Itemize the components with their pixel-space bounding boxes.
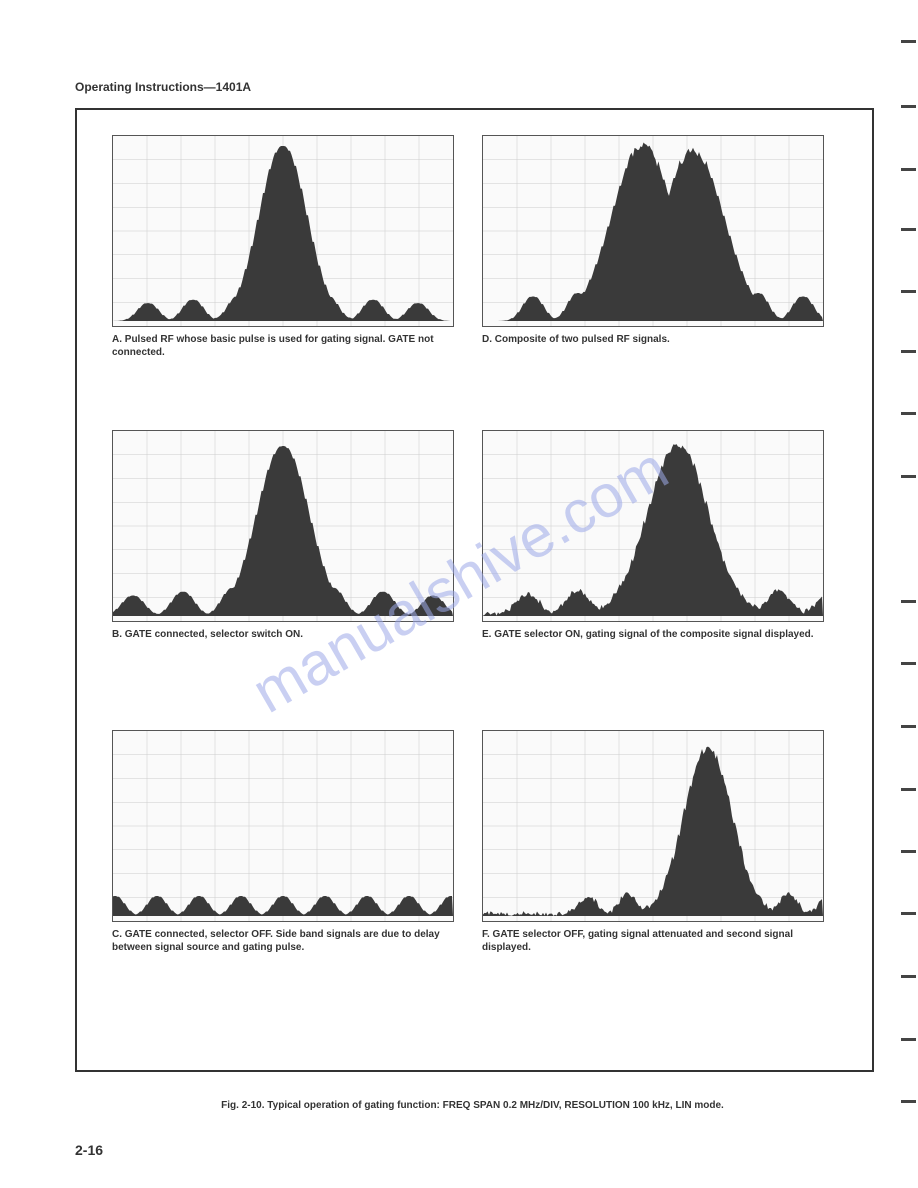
caption-f: F. GATE selector OFF, gating signal atte… [482,928,822,954]
signal-b [113,431,453,621]
caption-a: A. Pulsed RF whose basic pulse is used f… [112,333,452,359]
signal-e [483,431,823,621]
chart-d: D. Composite of two pulsed RF signals. [482,135,822,346]
scope-display-e [482,430,824,622]
figure-container: A. Pulsed RF whose basic pulse is used f… [75,108,874,1072]
signal-f [483,731,823,921]
chart-b: B. GATE connected, selector switch ON. [112,430,452,641]
caption-b: B. GATE connected, selector switch ON. [112,628,452,641]
caption-c: C. GATE connected, selector OFF. Side ba… [112,928,452,954]
scope-display-f [482,730,824,922]
chart-f: F. GATE selector OFF, gating signal atte… [482,730,822,954]
chart-e: E. GATE selector ON, gating signal of th… [482,430,822,641]
chart-a: A. Pulsed RF whose basic pulse is used f… [112,135,452,359]
figure-caption: Fig. 2-10. Typical operation of gating f… [75,1100,870,1111]
signal-a [113,136,453,326]
signal-d [483,136,823,326]
page-number: 2-16 [75,1142,103,1158]
caption-e: E. GATE selector ON, gating signal of th… [482,628,822,641]
scope-display-c [112,730,454,922]
caption-d: D. Composite of two pulsed RF signals. [482,333,822,346]
binding-marks [898,0,918,1188]
signal-c [113,731,453,921]
scope-display-d [482,135,824,327]
scope-display-b [112,430,454,622]
scope-display-a [112,135,454,327]
chart-c: C. GATE connected, selector OFF. Side ba… [112,730,452,954]
page-header: Operating Instructions—1401A [75,80,251,94]
